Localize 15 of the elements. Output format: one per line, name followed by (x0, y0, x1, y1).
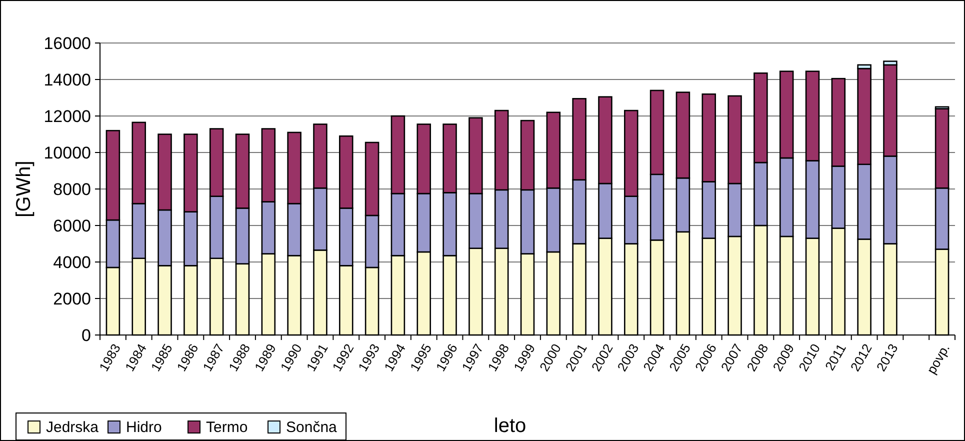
y-tick-label: 2000 (53, 289, 91, 308)
legend-label: Sončna (286, 419, 338, 436)
y-tick-label: 10000 (44, 143, 91, 162)
y-tick-label: 8000 (53, 180, 91, 199)
y-tick-label: 16000 (44, 34, 91, 53)
y-tick-label: 0 (82, 326, 91, 345)
y-tick-label: 4000 (53, 252, 91, 272)
legend-label: Jedrska (46, 419, 100, 436)
legend-label: Termo (206, 419, 248, 436)
x-axis-title: leto (494, 415, 526, 437)
y-tick-label: 12000 (44, 106, 91, 126)
y-tick-label: 14000 (44, 70, 91, 90)
y-axis-title: [GWh] (13, 160, 35, 218)
legend-label: Hidro (126, 419, 162, 436)
y-tick-label: 6000 (53, 216, 91, 236)
